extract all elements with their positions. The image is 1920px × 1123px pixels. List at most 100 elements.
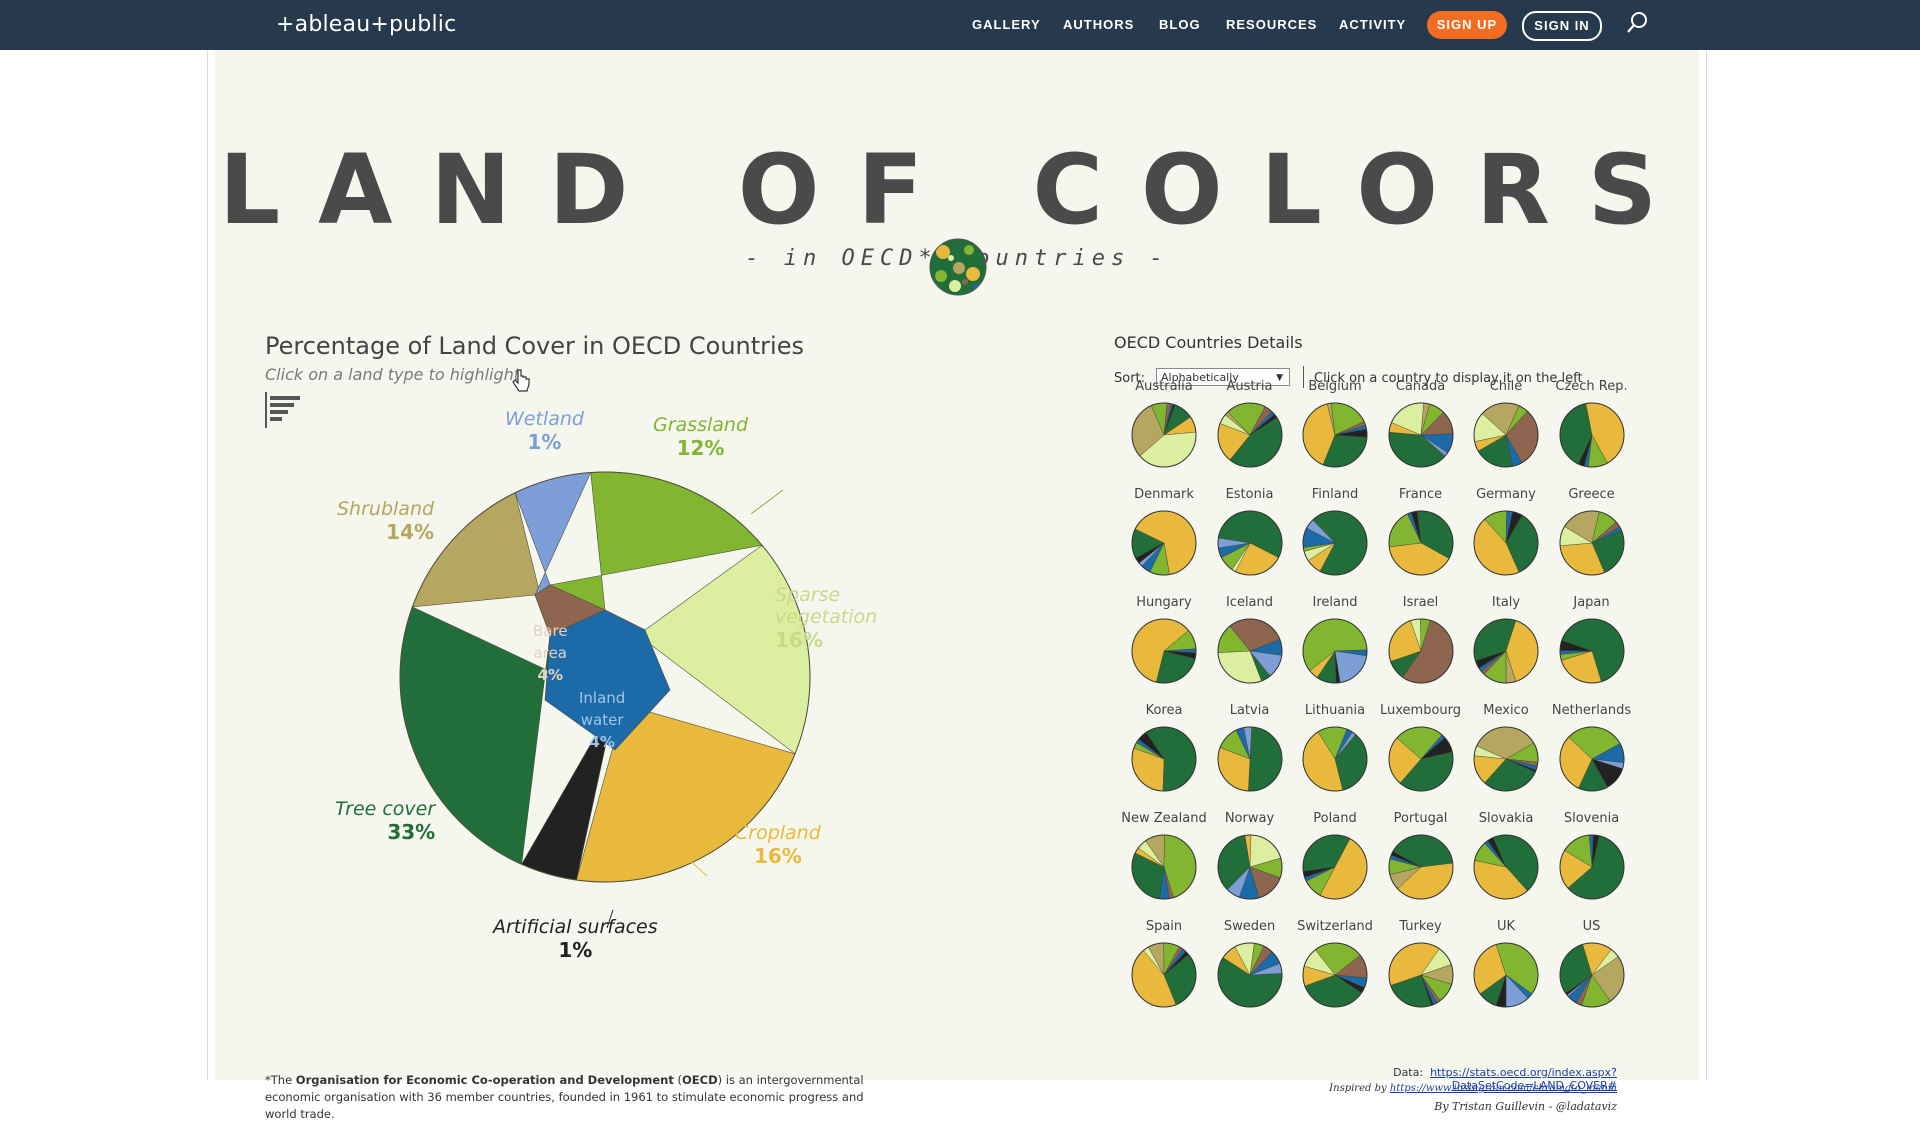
country-name-greece[interactable]: Greece bbox=[1568, 487, 1615, 502]
country-pie-ireland[interactable] bbox=[1301, 617, 1369, 685]
search-icon[interactable] bbox=[1625, 10, 1649, 36]
country-name-france[interactable]: France bbox=[1398, 487, 1443, 502]
country-name-canada[interactable]: Canada bbox=[1395, 379, 1446, 394]
country-name-latvia[interactable]: Latvia bbox=[1229, 703, 1270, 718]
country-name-chile[interactable]: Chile bbox=[1489, 379, 1523, 394]
country-name-netherlands[interactable]: Netherlands bbox=[1551, 703, 1632, 718]
country-pie-chile[interactable] bbox=[1472, 401, 1540, 469]
author-byline: By Tristan Guillevin - @ladataviz bbox=[1434, 1100, 1617, 1113]
country-pie-slovenia[interactable] bbox=[1558, 833, 1626, 901]
nav-gallery[interactable]: GALLERY bbox=[972, 17, 1041, 32]
country-name-slovenia[interactable]: Slovenia bbox=[1563, 811, 1620, 826]
country-pie-japan[interactable] bbox=[1558, 617, 1626, 685]
nav-authors[interactable]: AUTHORS bbox=[1063, 17, 1135, 32]
country-pie-lithuania[interactable] bbox=[1301, 725, 1369, 793]
country-pie-canada[interactable] bbox=[1387, 401, 1455, 469]
country-pie-denmark[interactable] bbox=[1130, 509, 1198, 577]
country-name-hungary[interactable]: Hungary bbox=[1136, 595, 1192, 610]
pie-label-tree-cover[interactable]: Tree cover 33% bbox=[335, 798, 435, 844]
country-name-australia[interactable]: Australia bbox=[1135, 379, 1193, 394]
country-name-poland[interactable]: Poland bbox=[1313, 811, 1357, 826]
country-name-us[interactable]: US bbox=[1582, 919, 1601, 934]
country-pie-korea[interactable] bbox=[1130, 725, 1198, 793]
nav-activity[interactable]: ACTIVITY bbox=[1339, 17, 1407, 32]
pie-label-wetland[interactable]: Wetland 1% bbox=[505, 408, 584, 454]
country-name-luxembourg[interactable]: Luxembourg bbox=[1379, 703, 1462, 718]
sort-label: Sort: bbox=[1114, 371, 1146, 386]
country-pie-finland[interactable] bbox=[1301, 509, 1369, 577]
country-pie-luxembourg[interactable] bbox=[1387, 725, 1455, 793]
country-name-mexico[interactable]: Mexico bbox=[1483, 703, 1529, 718]
country-pie-latvia[interactable] bbox=[1216, 725, 1284, 793]
country-pie-estonia[interactable] bbox=[1216, 509, 1284, 577]
nav-blog[interactable]: BLOG bbox=[1159, 17, 1201, 32]
country-name-slovakia[interactable]: Slovakia bbox=[1478, 811, 1534, 826]
country-name-italy[interactable]: Italy bbox=[1491, 595, 1521, 610]
country-pie-germany[interactable] bbox=[1472, 509, 1540, 577]
scrollbar[interactable] bbox=[1910, 50, 1920, 1080]
country-name-new-zealand[interactable]: New Zealand bbox=[1121, 811, 1207, 826]
country-name-belgium[interactable]: Belgium bbox=[1308, 379, 1362, 394]
sort-dropdown[interactable]: Alphabetically ▼ bbox=[1156, 368, 1290, 386]
country-pie-sweden[interactable] bbox=[1216, 941, 1284, 1009]
country-pie-portugal[interactable] bbox=[1387, 833, 1455, 901]
inspired-link[interactable]: https://www.instagram.com/chromato_mania bbox=[1389, 1083, 1617, 1094]
pie-label-artificial-surfaces[interactable]: Artificial surfaces 1% bbox=[493, 916, 658, 962]
country-name-germany[interactable]: Germany bbox=[1476, 487, 1536, 502]
pie-label-cropland[interactable]: Cropland 16% bbox=[735, 822, 821, 868]
country-pie-netherlands[interactable] bbox=[1558, 725, 1626, 793]
country-name-korea[interactable]: Korea bbox=[1145, 703, 1183, 718]
country-name-portugal[interactable]: Portugal bbox=[1393, 811, 1448, 826]
country-pie-iceland[interactable] bbox=[1216, 617, 1284, 685]
nav-resources[interactable]: RESOURCES bbox=[1226, 17, 1318, 32]
country-pie-slovakia[interactable] bbox=[1472, 833, 1540, 901]
country-name-iceland[interactable]: Iceland bbox=[1225, 595, 1274, 610]
country-name-denmark[interactable]: Denmark bbox=[1134, 487, 1194, 502]
pie-label-grassland[interactable]: Grassland 12% bbox=[653, 414, 748, 460]
pie-label-sparse-vegetation[interactable]: Sparse vegetation 16% bbox=[775, 584, 877, 652]
country-name-norway[interactable]: Norway bbox=[1224, 811, 1275, 826]
sign-up-button[interactable]: SIGN UP bbox=[1427, 11, 1507, 39]
country-pie-austria[interactable] bbox=[1216, 401, 1284, 469]
country-pie-france[interactable] bbox=[1387, 509, 1455, 577]
country-name-japan[interactable]: Japan bbox=[1573, 595, 1610, 610]
country-pie-uk[interactable] bbox=[1472, 941, 1540, 1009]
country-pie-australia[interactable] bbox=[1130, 401, 1198, 469]
country-pie-mexico[interactable] bbox=[1472, 725, 1540, 793]
country-name-lithuania[interactable]: Lithuania bbox=[1304, 703, 1366, 718]
country-pie-switzerland[interactable] bbox=[1301, 941, 1369, 1009]
country-name-sweden[interactable]: Sweden bbox=[1223, 919, 1276, 934]
country-name-uk[interactable]: UK bbox=[1496, 919, 1516, 934]
sort-bars-icon[interactable] bbox=[265, 392, 305, 430]
country-pie-poland[interactable] bbox=[1301, 833, 1369, 901]
globe-icon[interactable] bbox=[929, 238, 987, 296]
country-name-ireland[interactable]: Ireland bbox=[1312, 595, 1358, 610]
country-pie-czech-rep-[interactable] bbox=[1558, 401, 1626, 469]
country-pie-us[interactable] bbox=[1558, 941, 1626, 1009]
country-pie-italy[interactable] bbox=[1472, 617, 1540, 685]
pie-label-bare-area[interactable]: Bare area 4% bbox=[533, 620, 568, 686]
sign-in-button[interactable]: SIGN IN bbox=[1522, 11, 1602, 41]
country-pie-israel[interactable] bbox=[1387, 617, 1455, 685]
country-name-austria[interactable]: Austria bbox=[1226, 379, 1273, 394]
country-name-estonia[interactable]: Estonia bbox=[1225, 487, 1274, 502]
tableau-public-logo[interactable]: +ableau+public bbox=[276, 12, 457, 37]
country-name-turkey[interactable]: Turkey bbox=[1399, 919, 1442, 934]
country-pie-hungary[interactable] bbox=[1130, 617, 1198, 685]
country-pie-belgium[interactable] bbox=[1301, 401, 1369, 469]
country-pie-spain[interactable] bbox=[1130, 941, 1198, 1009]
pie-label-shrubland[interactable]: Shrubland 14% bbox=[337, 498, 434, 544]
country-name-switzerland[interactable]: Switzerland bbox=[1297, 919, 1373, 934]
pie-slice-inland-water[interactable] bbox=[544, 609, 671, 751]
land-cover-pie-chart[interactable] bbox=[215, 50, 1115, 1080]
country-name-spain[interactable]: Spain bbox=[1145, 919, 1183, 934]
country-pie-new-zealand[interactable] bbox=[1130, 833, 1198, 901]
country-name-finland[interactable]: Finland bbox=[1311, 487, 1359, 502]
country-pie-norway[interactable] bbox=[1216, 833, 1284, 901]
country-pie-greece[interactable] bbox=[1558, 509, 1626, 577]
pie-label-percent: 12% bbox=[676, 436, 725, 460]
country-pie-turkey[interactable] bbox=[1387, 941, 1455, 1009]
pie-label-inland-water[interactable]: Inland water 4% bbox=[579, 687, 625, 753]
country-name-czech-rep-[interactable]: Czech Rep. bbox=[1555, 379, 1628, 394]
country-name-israel[interactable]: Israel bbox=[1402, 595, 1439, 610]
